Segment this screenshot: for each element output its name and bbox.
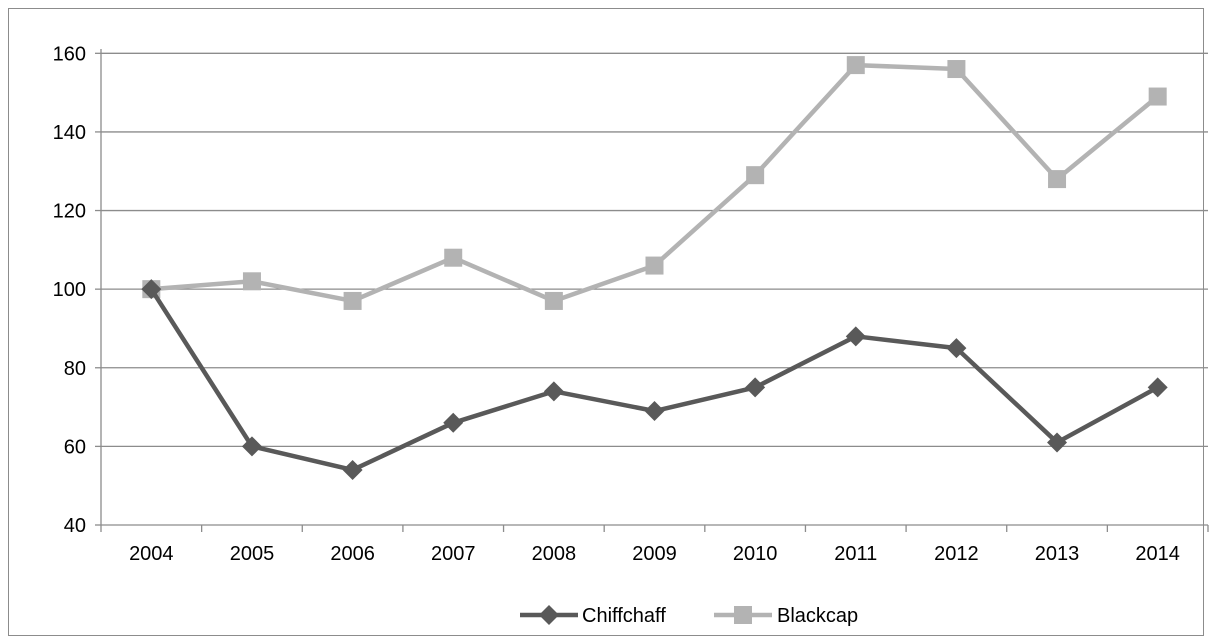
y-tick-label: 100 bbox=[53, 279, 86, 301]
y-tick-label: 160 bbox=[53, 43, 86, 65]
y-tick-label: 60 bbox=[64, 436, 86, 458]
legend-item-blackcap: Blackcap bbox=[714, 605, 858, 627]
y-axis-tick-labels: 40 60 80 100 120 140 160 bbox=[53, 43, 86, 537]
data-point-blackcap-2014 bbox=[1148, 87, 1167, 106]
x-tick-label-2005: 2005 bbox=[230, 543, 275, 565]
data-point-chiffchaff-2010 bbox=[745, 377, 766, 398]
legend-item-chiffchaff: Chiffchaff bbox=[520, 605, 666, 627]
x-tick-label-2010: 2010 bbox=[733, 543, 778, 565]
x-tick-label-2012: 2012 bbox=[934, 543, 979, 565]
legend-swatch-marker bbox=[539, 605, 559, 625]
x-tick-label-2008: 2008 bbox=[532, 543, 577, 565]
y-tick-label: 120 bbox=[53, 201, 86, 223]
data-point-chiffchaff-2004 bbox=[141, 279, 162, 300]
series-blackcap bbox=[142, 56, 1167, 310]
legend-label: Chiffchaff bbox=[582, 605, 666, 627]
y-tick-label: 80 bbox=[64, 358, 86, 380]
data-point-chiffchaff-2012 bbox=[946, 338, 967, 359]
data-point-blackcap-2006 bbox=[343, 291, 362, 310]
data-point-blackcap-2011 bbox=[846, 56, 865, 75]
chart-frame bbox=[8, 8, 1204, 636]
data-point-chiffchaff-2007 bbox=[443, 412, 464, 433]
data-point-chiffchaff-2008 bbox=[543, 381, 564, 402]
data-point-chiffchaff-2005 bbox=[241, 436, 262, 457]
axes bbox=[95, 49, 1209, 532]
data-point-chiffchaff-2006 bbox=[342, 459, 363, 480]
y-tick-label: 40 bbox=[64, 515, 86, 537]
series-layer bbox=[141, 56, 1168, 480]
data-point-chiffchaff-2013 bbox=[1047, 432, 1068, 453]
x-axis-tick-labels: 2004 2005 2006 2007 2008 2009 2010 2011 2012 2013… bbox=[129, 543, 1180, 565]
data-point-blackcap-2007 bbox=[444, 248, 463, 267]
gridlines bbox=[101, 52, 1208, 448]
legend: Chiffchaff Blackcap bbox=[520, 605, 858, 627]
data-point-blackcap-2005 bbox=[242, 272, 261, 291]
x-tick-label-2009: 2009 bbox=[632, 543, 677, 565]
x-tick-label-2006: 2006 bbox=[330, 543, 375, 565]
data-point-chiffchaff-2011 bbox=[845, 326, 866, 347]
x-tick-label-2013: 2013 bbox=[1035, 543, 1080, 565]
data-point-blackcap-2008 bbox=[544, 291, 563, 310]
legend-label: Blackcap bbox=[777, 605, 858, 627]
y-tick-label: 140 bbox=[53, 122, 86, 144]
data-point-blackcap-2010 bbox=[746, 166, 765, 185]
data-point-blackcap-2013 bbox=[1048, 170, 1067, 189]
series-line-chiffchaff bbox=[149, 287, 1159, 473]
x-tick-label-2014: 2014 bbox=[1135, 543, 1180, 565]
series-chiffchaff bbox=[141, 279, 1168, 480]
legend-swatch-marker bbox=[734, 606, 752, 624]
x-tick-label-2004: 2004 bbox=[129, 543, 174, 565]
data-point-chiffchaff-2014 bbox=[1147, 377, 1168, 398]
data-point-blackcap-2012 bbox=[947, 60, 966, 79]
data-point-blackcap-2009 bbox=[645, 256, 664, 275]
data-point-chiffchaff-2009 bbox=[644, 401, 665, 422]
x-tick-label-2011: 2011 bbox=[834, 543, 877, 565]
x-tick-label-2007: 2007 bbox=[431, 543, 476, 565]
